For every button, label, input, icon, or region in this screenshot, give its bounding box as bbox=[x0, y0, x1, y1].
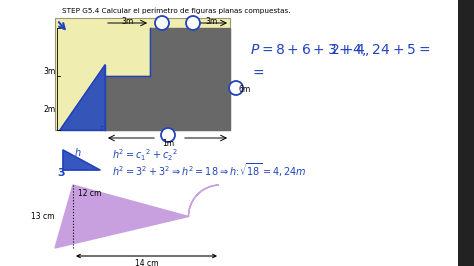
Circle shape bbox=[186, 16, 200, 30]
Text: $=$: $=$ bbox=[250, 65, 265, 79]
Text: 3: 3 bbox=[57, 168, 64, 178]
Circle shape bbox=[155, 16, 169, 30]
Text: $P= 8+6+3+4,$: $P= 8+6+3+4,$ bbox=[250, 42, 367, 58]
Polygon shape bbox=[63, 150, 100, 170]
Text: STEP G5.4 Calcular el perímetro de figuras planas compuestas.: STEP G5.4 Calcular el perímetro de figur… bbox=[62, 8, 291, 15]
Text: 13 cm: 13 cm bbox=[31, 212, 55, 221]
Bar bbox=[55, 18, 230, 130]
Text: 3m: 3m bbox=[206, 16, 218, 26]
Text: $h^2= 3^2+3^2 \Rightarrow h^2= 18 \Rightarrow h\!:\!\sqrt{18}=4,24m$: $h^2= 3^2+3^2 \Rightarrow h^2= 18 \Right… bbox=[112, 161, 307, 179]
Text: h: h bbox=[75, 148, 81, 158]
Text: 1m: 1m bbox=[162, 139, 174, 148]
Text: 2m: 2m bbox=[44, 106, 56, 114]
Text: $2+4,24+5=$: $2+4,24+5=$ bbox=[330, 42, 430, 58]
Text: 3m: 3m bbox=[122, 16, 134, 26]
Polygon shape bbox=[55, 185, 219, 248]
Circle shape bbox=[161, 128, 175, 142]
Text: 3m: 3m bbox=[44, 68, 56, 77]
Text: 14 cm: 14 cm bbox=[135, 260, 158, 266]
Polygon shape bbox=[60, 65, 105, 130]
Text: 12 cm: 12 cm bbox=[78, 189, 101, 197]
Bar bbox=[458, 0, 474, 266]
Circle shape bbox=[229, 81, 243, 95]
Polygon shape bbox=[105, 28, 230, 130]
Text: 6m: 6m bbox=[239, 85, 251, 94]
Text: $h^2= c_1{}^2+ c_2{}^2$: $h^2= c_1{}^2+ c_2{}^2$ bbox=[112, 147, 178, 163]
